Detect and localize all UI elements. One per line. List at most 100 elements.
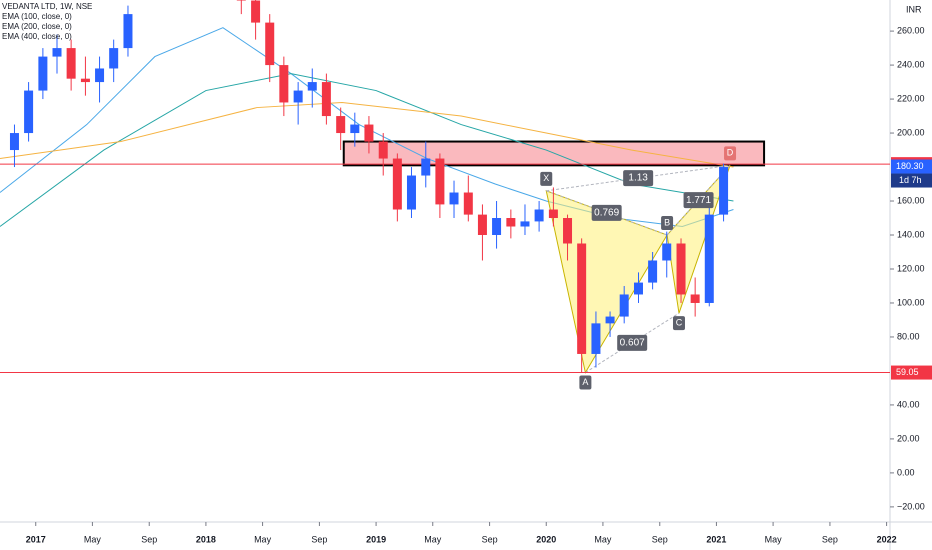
candle-body: [506, 218, 516, 227]
candle-body: [38, 56, 48, 91]
y-tick-label: 100.00: [897, 297, 925, 307]
point-label: D: [727, 148, 734, 158]
legend-entry: EMA (100, close, 0): [2, 12, 72, 21]
x-tick-label: 2021: [706, 534, 726, 544]
candle-body: [577, 243, 587, 354]
candle-body: [534, 209, 544, 222]
legend-entry: EMA (400, close, 0): [2, 32, 72, 41]
point-label: B: [664, 217, 670, 227]
ratio-badge: [591, 204, 622, 221]
candle-body: [619, 294, 629, 317]
y-tick-label: 160.00: [897, 195, 925, 205]
candle-body: [251, 0, 261, 23]
candle-body: [719, 167, 729, 215]
ratio-label: 1.771: [686, 195, 711, 206]
candle-body: [80, 78, 90, 83]
y-tick-label: 20.00: [897, 433, 920, 443]
x-tick-label: May: [84, 534, 102, 544]
candle-body: [279, 65, 289, 103]
candle-body: [492, 218, 502, 236]
y-tick-label: −20.00: [897, 501, 925, 511]
x-tick-label: Sep: [482, 534, 498, 544]
candle-body: [350, 124, 360, 134]
point-badge: [661, 216, 674, 231]
candle-body: [236, 0, 246, 1]
y-tick-label: 260.00: [897, 25, 925, 35]
candle-body: [676, 243, 686, 295]
point-badge: [724, 146, 737, 161]
legend-title: VEDANTA LTD, 1W, NSE: [2, 2, 92, 11]
candle-body: [704, 214, 714, 303]
point-badge: [579, 375, 592, 390]
ratio-label: 1.13: [628, 173, 648, 184]
ratio-badge: [623, 170, 654, 187]
candle-body: [66, 48, 76, 79]
legend-entry: EMA (200, close, 0): [2, 22, 72, 31]
price-label: 180.30: [896, 161, 924, 171]
x-tick-label: Sep: [141, 534, 157, 544]
x-tick-label: Sep: [652, 534, 668, 544]
candle-body: [392, 158, 402, 210]
candle-body: [563, 218, 573, 244]
ratio-line: [546, 190, 668, 236]
ratio-badge: [683, 192, 714, 209]
ratio-badge: [617, 334, 648, 351]
ema-line: [0, 73, 734, 227]
ema-line: [0, 101, 734, 168]
x-tick-label: 2019: [366, 534, 386, 544]
candle-body: [24, 90, 34, 134]
candle-body: [605, 316, 615, 324]
candle-body: [9, 133, 19, 151]
x-tick-label: Sep: [311, 534, 327, 544]
candle-body: [548, 209, 558, 219]
candle-body: [662, 243, 672, 261]
candle-body: [95, 68, 105, 83]
candle-body: [591, 323, 601, 354]
candle-body: [690, 294, 700, 303]
candle-body: [406, 175, 416, 210]
x-tick-label: May: [765, 534, 783, 544]
y-tick-label: 80.00: [897, 331, 920, 341]
candle-body: [378, 141, 388, 159]
y-tick-label: 140.00: [897, 229, 925, 239]
ratio-label: 0.607: [620, 338, 645, 349]
point-badge: [672, 316, 685, 331]
y-tick-label: 240.00: [897, 59, 925, 69]
candle-body: [364, 124, 374, 142]
candle-body: [435, 158, 445, 205]
candle-body: [421, 158, 431, 176]
candle-body: [477, 214, 487, 236]
plot-area: 1.13 0.769 0.607 1.771 X A B C D: [0, 0, 890, 390]
x-tick-label: May: [594, 534, 612, 544]
level-badge: [891, 365, 932, 380]
candle-body: [109, 48, 119, 69]
candle-body: [52, 48, 62, 57]
currency: INR: [906, 4, 922, 14]
y-tick-label: 200.00: [897, 127, 925, 137]
level-label: 59.05: [896, 367, 919, 377]
candle-body: [449, 192, 459, 205]
candle-body: [123, 14, 133, 49]
x-tick-label: 2017: [26, 534, 46, 544]
axes: −20.00 0.00 20.00 40.00 80.00 100.00 120.00 140…: [26, 25, 932, 544]
candle-body: [336, 116, 346, 134]
y-tick-label: 120.00: [897, 263, 925, 273]
candle-body: [633, 282, 643, 295]
candle-body: [648, 260, 658, 283]
countdown-label: 1d 7h: [899, 175, 922, 185]
x-tick-label: May: [424, 534, 442, 544]
candle-body: [463, 192, 473, 215]
y-tick-label: 220.00: [897, 93, 925, 103]
candle-body: [520, 221, 530, 227]
candle-body: [293, 90, 303, 103]
y-tick-label: 0.00: [897, 467, 915, 477]
countdown-badge: [891, 173, 932, 188]
candle-body: [307, 82, 317, 91]
ratio-label: 0.769: [594, 208, 619, 219]
x-tick-label: Sep: [822, 534, 838, 544]
y-tick-label: 40.00: [897, 399, 920, 409]
candle-body: [265, 22, 275, 66]
point-label: A: [582, 377, 588, 387]
point-badge: [540, 171, 553, 186]
